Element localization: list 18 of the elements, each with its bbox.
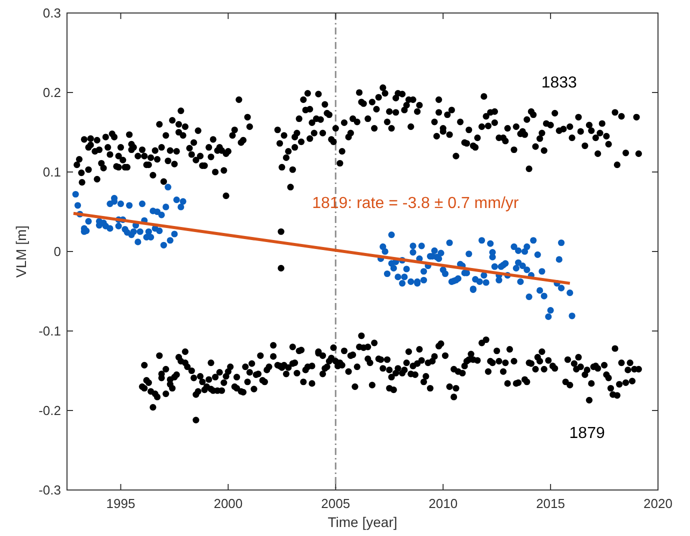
y-tick-label: -0.3 xyxy=(38,482,61,498)
y-tick-label: 0.2 xyxy=(42,85,61,100)
x-tick-label: 1995 xyxy=(106,496,136,511)
x-tick-label: 2000 xyxy=(214,496,243,511)
y-tick-label: 0.1 xyxy=(42,164,61,180)
y-axis-title: VLM [m] xyxy=(13,225,29,278)
x-tick-label: 2020 xyxy=(644,496,672,511)
series-label: 1833 xyxy=(541,74,578,92)
x-tick-label: 2015 xyxy=(536,496,566,511)
y-tick-label: 0 xyxy=(54,244,61,259)
y-tick-label: -0.1 xyxy=(38,324,61,338)
series-label: 1879 xyxy=(569,425,605,442)
x-axis-title: Time [year] xyxy=(328,514,398,530)
y-tick-label: 0.3 xyxy=(42,6,61,20)
y-tick-label: -0.2 xyxy=(38,403,61,418)
x-tick-label: 2005 xyxy=(321,496,350,511)
text: 1819: rate = -3.8 ± 0.7 mm/yr xyxy=(312,194,520,212)
x-tick-label: 2010 xyxy=(428,496,458,511)
